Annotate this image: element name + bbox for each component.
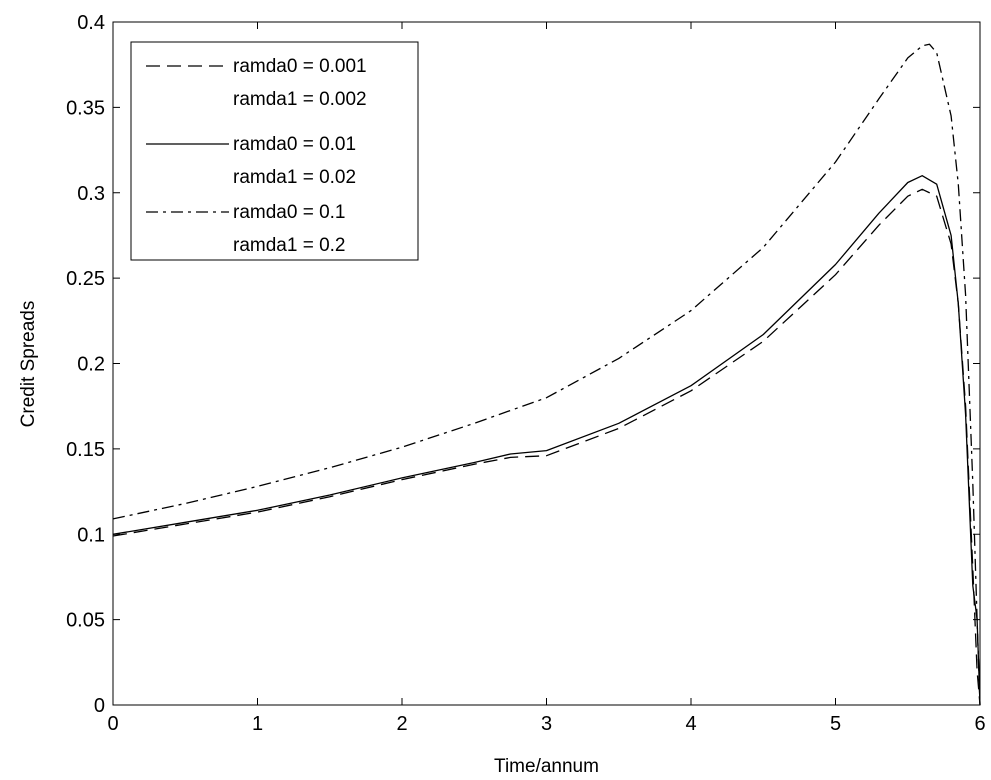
x-tick-label: 5 bbox=[830, 713, 841, 735]
x-tick-label: 6 bbox=[974, 713, 985, 735]
y-axis-label: Credit Spreads bbox=[18, 301, 39, 428]
legend-box bbox=[130, 41, 419, 261]
legend-label-2-line2: ramda1 = 0.02 bbox=[233, 167, 356, 188]
y-tick-label: 0.4 bbox=[77, 12, 105, 34]
legend-label-1: ramda0 = 0.001 bbox=[233, 56, 367, 77]
series-line-2 bbox=[112, 175, 981, 706]
y-axis-ticks: 0 0.05 0.1 0.15 0.2 0.25 0.3 0.35 0.4 bbox=[66, 12, 980, 717]
series-layer bbox=[112, 43, 981, 706]
x-tick-label: 3 bbox=[541, 713, 552, 735]
series-line-3 bbox=[112, 43, 981, 706]
legend-label-3: ramda0 = 0.1 bbox=[233, 202, 346, 223]
y-tick-label: 0.35 bbox=[66, 97, 105, 119]
x-tick-label: 0 bbox=[107, 713, 118, 735]
legend-label-1-line2: ramda1 = 0.002 bbox=[233, 89, 367, 110]
y-tick-label: 0.05 bbox=[66, 610, 105, 632]
x-axis-ticks: 0 1 2 3 4 5 6 bbox=[107, 22, 986, 735]
y-tick-label: 0.15 bbox=[66, 439, 105, 461]
y-tick-label: 0.1 bbox=[77, 524, 105, 546]
y-tick-label: 0 bbox=[94, 695, 105, 717]
legend-label-2: ramda0 = 0.01 bbox=[233, 134, 356, 155]
x-tick-label: 1 bbox=[252, 713, 263, 735]
legend: ramda0 = 0.001 ramda1 = 0.002 ramda0 = 0.0… bbox=[130, 41, 419, 261]
y-tick-label: 0.2 bbox=[77, 354, 105, 376]
y-tick-label: 0.25 bbox=[66, 268, 105, 290]
x-tick-label: 2 bbox=[396, 713, 407, 735]
x-tick-label: 4 bbox=[685, 713, 696, 735]
series-line-1 bbox=[112, 188, 981, 706]
legend-label-3-line2: ramda1 = 0.2 bbox=[233, 235, 346, 256]
y-tick-label: 0.3 bbox=[77, 183, 105, 205]
x-axis-label: Time/annum bbox=[494, 756, 599, 777]
